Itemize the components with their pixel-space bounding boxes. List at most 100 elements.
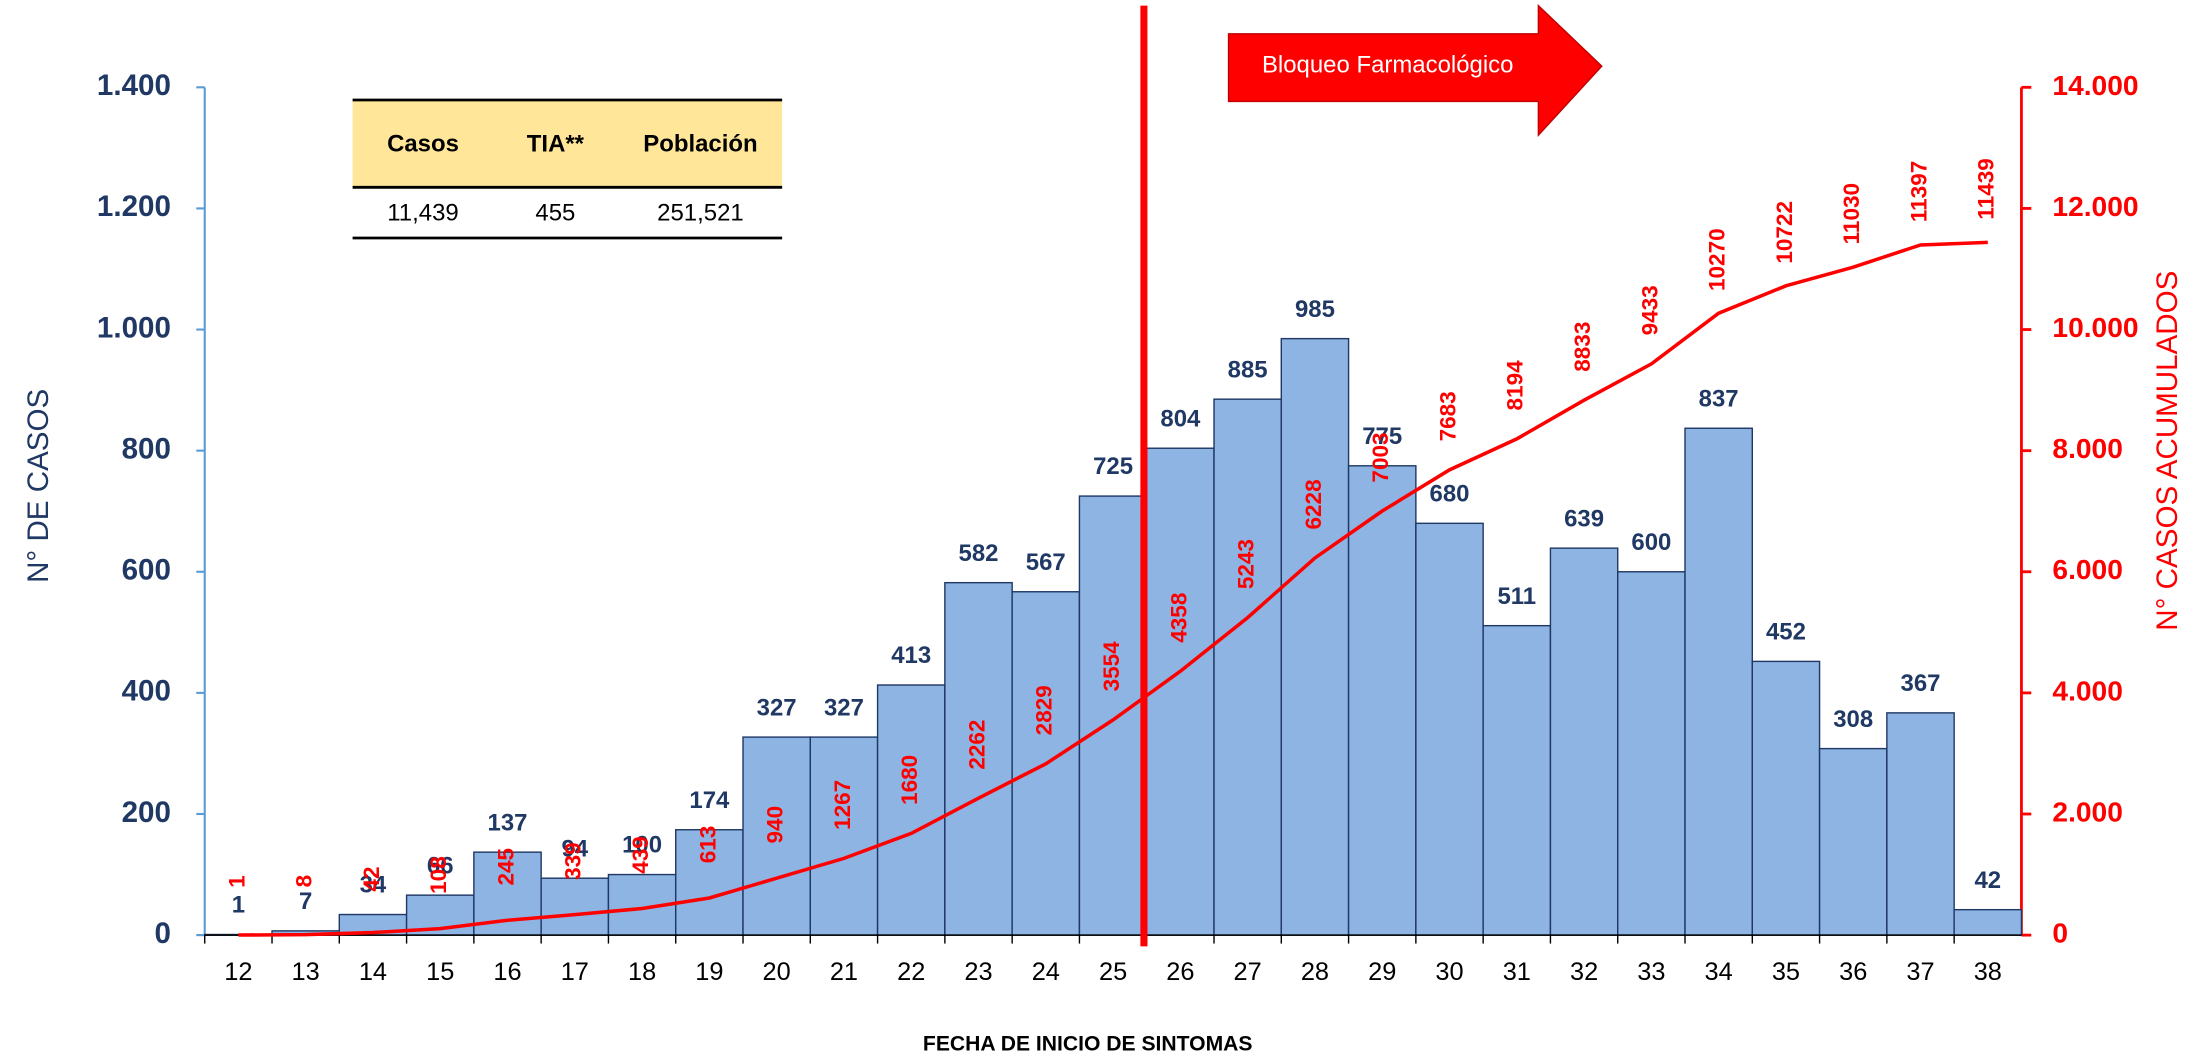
- bar-value-label: 1: [232, 892, 245, 919]
- y2-axis-title: N° CASOS ACUMULADOS: [2151, 271, 2184, 631]
- x-tick-label: 37: [1906, 958, 1934, 986]
- x-tick-label: 34: [1705, 958, 1733, 986]
- x-tick-label: 35: [1772, 958, 1800, 986]
- bar-value-label: 775: [1362, 423, 1402, 450]
- line-value-label: 2829: [1032, 685, 1057, 735]
- bar-value-label: 639: [1564, 505, 1604, 532]
- bar-value-label: 94: [561, 835, 588, 862]
- x-tick-label: 31: [1503, 958, 1531, 986]
- bar: [876, 684, 946, 936]
- line-value-label: 1267: [830, 780, 855, 830]
- line-value-label: 108: [426, 856, 451, 894]
- line-value-label: 7683: [1435, 391, 1460, 441]
- x-tick-label: 12: [224, 958, 252, 986]
- bar-value-label: 511: [1497, 583, 1536, 610]
- bar: [1751, 660, 1821, 936]
- y2-tick-label: 6.000: [2052, 554, 2122, 585]
- table-header: Población: [643, 130, 757, 157]
- bar-value-label: 680: [1430, 480, 1470, 507]
- x-tick-label: 13: [292, 958, 320, 986]
- bar: [1078, 495, 1148, 936]
- y2-tick-label: 10.000: [2052, 312, 2138, 343]
- x-tick-label: 32: [1570, 958, 1598, 986]
- x-tick-label: 16: [493, 958, 521, 986]
- bar: [1617, 571, 1686, 936]
- y-tick-label: 0: [154, 917, 170, 950]
- y-tick-label: 200: [122, 796, 171, 829]
- bar-value-label: 452: [1766, 619, 1806, 646]
- line-value-label: 2262: [964, 720, 989, 770]
- line-value-label: 9433: [1637, 285, 1662, 335]
- line-value-label: 439: [628, 836, 653, 874]
- bar-value-label: 137: [488, 809, 528, 836]
- annotation-arrow: Bloqueo Farmacológico: [1227, 3, 1603, 138]
- x-tick-label: 18: [628, 958, 656, 986]
- x-tick-label: 23: [964, 958, 992, 986]
- x-tick-label: 26: [1166, 958, 1194, 986]
- line-value-label: 1680: [897, 755, 922, 805]
- x-tick-label: 38: [1974, 958, 2002, 986]
- x-tick-label: 30: [1435, 958, 1463, 986]
- y-tick-label: 400: [122, 675, 171, 708]
- bar: [809, 736, 879, 936]
- line-value-label: 1: [224, 875, 249, 888]
- annotation-text: Bloqueo Farmacológico: [1262, 52, 1513, 79]
- y-tick-label: 800: [122, 432, 171, 465]
- bar-value-label: 837: [1699, 385, 1739, 412]
- x-tick-label: 21: [830, 958, 858, 986]
- x-tick-label: 19: [695, 958, 723, 986]
- line-value-label: 339: [561, 842, 586, 880]
- bar-value-label: 885: [1228, 356, 1268, 383]
- line-value-label: 8194: [1503, 360, 1528, 411]
- line-value-label: 11439: [1974, 158, 1999, 219]
- bar: [1684, 427, 1753, 936]
- x-tick-label: 33: [1637, 958, 1665, 986]
- table-header: Casos: [387, 130, 459, 157]
- bar: [1482, 624, 1552, 936]
- cumulative-line: [238, 240, 1988, 937]
- line-value-label: 8: [292, 875, 317, 888]
- x-tick-label: 24: [1032, 958, 1060, 986]
- x-tick-label: 28: [1301, 958, 1329, 986]
- line-value-label: 5243: [1234, 539, 1259, 589]
- bar-value-label: 582: [959, 540, 999, 567]
- bar: [1953, 908, 2023, 936]
- bar-value-label: 567: [1026, 549, 1066, 576]
- bar-value-label: 804: [1160, 405, 1201, 432]
- bar: [1886, 712, 1955, 936]
- line-value-label: 7003: [1368, 432, 1393, 482]
- bar: [1347, 465, 1417, 936]
- x-tick-label: 17: [561, 958, 589, 986]
- bar-value-label: 100: [622, 832, 662, 859]
- y2-tick-label: 4.000: [2052, 675, 2122, 706]
- line-value-label: 3554: [1099, 641, 1124, 692]
- table-header-bg: [352, 99, 783, 188]
- bar-value-label: 66: [427, 852, 454, 879]
- bar-value-label: 327: [824, 694, 864, 721]
- table-cell: 251,521: [657, 199, 744, 226]
- bar: [1280, 337, 1350, 936]
- y-tick-label: 1.200: [97, 190, 171, 223]
- bar: [1213, 398, 1283, 936]
- line-value-label: 10722: [1772, 201, 1797, 264]
- y2-tick-label: 14.000: [2052, 70, 2138, 101]
- bar-value-label: 327: [757, 694, 797, 721]
- line-value-label: 4358: [1166, 593, 1191, 643]
- line-value-label: 10270: [1705, 228, 1730, 291]
- bar: [1818, 747, 1888, 936]
- summary-table: Casos TIA** Población 11,439 455 251,521: [352, 98, 783, 240]
- y2-tick-label: 2.000: [2052, 796, 2122, 827]
- x-tick-label: 15: [426, 958, 454, 986]
- x-tick-label: 29: [1368, 958, 1396, 986]
- bar: [1146, 447, 1215, 936]
- bar-value-label: 367: [1901, 670, 1941, 697]
- bar: [944, 581, 1013, 936]
- y2-tick-label: 12.000: [2052, 191, 2138, 222]
- x-tick-label: 20: [763, 958, 791, 986]
- bar-value-label: 42: [1974, 867, 2001, 894]
- bar: [1549, 547, 1619, 936]
- line-value-label: 42: [359, 867, 384, 892]
- table-cell: 11,439: [387, 199, 458, 226]
- line-value-label: 11397: [1906, 161, 1931, 222]
